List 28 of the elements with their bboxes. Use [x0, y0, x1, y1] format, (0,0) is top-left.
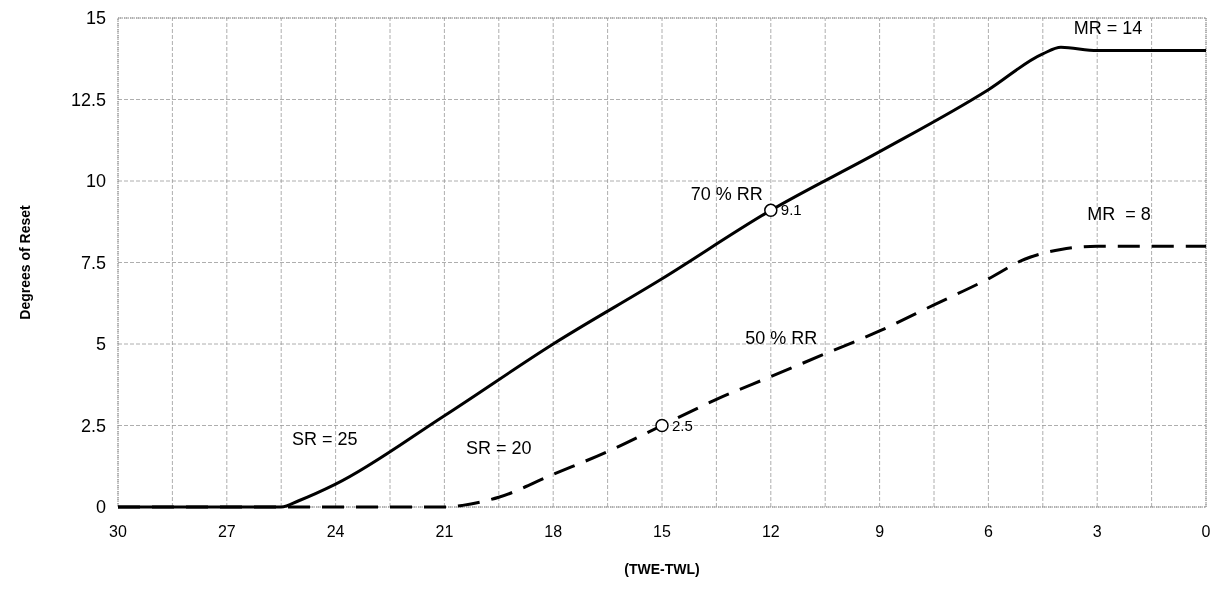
x-axis-title: (TWE-TWL) [624, 561, 700, 577]
x-tick-label: 0 [1201, 523, 1211, 540]
annotation: SR = 25 [291, 428, 358, 449]
series-label: 70 % RR [690, 184, 763, 205]
annotation: SR = 20 [466, 438, 532, 459]
x-tick-label: 30 [109, 523, 127, 540]
data-label: 9.1 [780, 201, 802, 219]
annotation: MR = 8 [1087, 203, 1151, 224]
y-axis-title: Degrees of Reset [17, 204, 33, 320]
y-tick-label: 10 [85, 171, 106, 191]
y-tick-label: 0 [95, 497, 106, 517]
series-label: 50 % RR [745, 327, 818, 348]
x-tick-label: 3 [1092, 523, 1102, 540]
y-tick-label: 7.5 [80, 252, 106, 273]
x-tick-label: 24 [326, 523, 345, 540]
y-tick-label: 15 [85, 8, 106, 28]
x-tick-label: 9 [875, 523, 885, 540]
y-tick-label: 12.5 [70, 89, 106, 110]
y-tick-label: 5 [95, 334, 106, 354]
y-tick-label: 2.5 [80, 415, 106, 436]
annotation: MR = 14 [1073, 17, 1143, 38]
x-tick-label: 27 [217, 523, 236, 540]
x-tick-label: 21 [435, 523, 454, 540]
x-tick-label: 12 [761, 523, 780, 540]
data-label: 2.5 [672, 416, 693, 434]
x-tick-label: 18 [544, 523, 563, 540]
x-tick-label: 6 [983, 523, 993, 540]
x-tick-label: 15 [653, 523, 671, 540]
